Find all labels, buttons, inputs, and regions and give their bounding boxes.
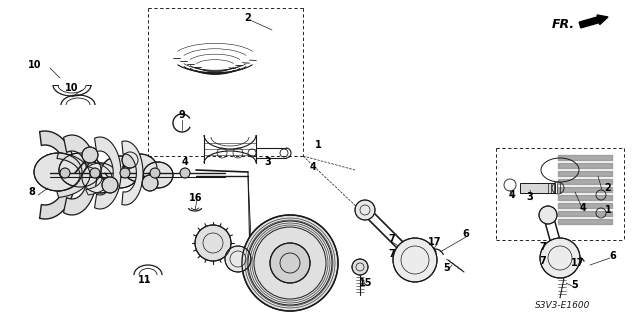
Text: 6: 6 — [610, 251, 616, 261]
Text: 3: 3 — [264, 157, 271, 167]
Text: S3V3-E1600: S3V3-E1600 — [535, 300, 590, 309]
Circle shape — [82, 147, 98, 163]
Text: 6: 6 — [463, 229, 469, 239]
Polygon shape — [86, 161, 112, 195]
Text: 1: 1 — [315, 140, 321, 150]
Circle shape — [195, 225, 231, 261]
Text: 2: 2 — [605, 183, 611, 193]
Circle shape — [355, 200, 375, 220]
Text: 5: 5 — [444, 263, 451, 273]
Ellipse shape — [59, 153, 101, 187]
FancyArrow shape — [579, 15, 608, 28]
Text: 9: 9 — [179, 110, 186, 120]
Text: 12: 12 — [211, 235, 225, 245]
Text: 17: 17 — [428, 237, 442, 247]
Text: FR.: FR. — [552, 19, 575, 32]
Text: 2: 2 — [244, 13, 252, 23]
Text: 4: 4 — [509, 190, 515, 200]
Text: 10: 10 — [65, 83, 79, 93]
Text: 13: 13 — [225, 257, 239, 267]
Circle shape — [180, 168, 190, 178]
Bar — [520, 183, 555, 193]
Circle shape — [225, 246, 251, 272]
Ellipse shape — [143, 162, 173, 188]
Circle shape — [120, 168, 130, 178]
Circle shape — [393, 238, 437, 282]
Text: 7: 7 — [388, 234, 396, 244]
Text: 11: 11 — [138, 275, 152, 285]
Text: 5: 5 — [572, 280, 579, 290]
Text: 1: 1 — [605, 205, 611, 215]
Text: 16: 16 — [189, 193, 203, 203]
Circle shape — [540, 238, 580, 278]
Polygon shape — [63, 135, 97, 215]
Circle shape — [122, 152, 138, 168]
Text: 7: 7 — [540, 256, 547, 266]
Circle shape — [142, 175, 158, 191]
Text: 4: 4 — [182, 157, 188, 167]
Circle shape — [270, 243, 310, 283]
Circle shape — [90, 168, 100, 178]
Circle shape — [352, 259, 368, 275]
Ellipse shape — [34, 153, 82, 191]
Text: 17: 17 — [572, 258, 585, 268]
Ellipse shape — [82, 163, 118, 193]
Text: 7: 7 — [388, 249, 396, 259]
Circle shape — [242, 215, 338, 311]
Ellipse shape — [123, 154, 157, 182]
Polygon shape — [57, 152, 90, 197]
Circle shape — [102, 177, 118, 193]
Circle shape — [539, 206, 557, 224]
Text: 7: 7 — [540, 242, 547, 252]
Text: 4: 4 — [580, 203, 586, 213]
Ellipse shape — [101, 156, 139, 188]
Polygon shape — [122, 141, 143, 205]
Polygon shape — [95, 137, 121, 209]
Text: 3: 3 — [527, 192, 533, 202]
Circle shape — [150, 168, 160, 178]
Text: 15: 15 — [359, 278, 372, 288]
Text: 4: 4 — [310, 162, 316, 172]
Text: 8: 8 — [29, 187, 35, 197]
Text: 14: 14 — [275, 285, 289, 295]
Text: 10: 10 — [28, 60, 42, 70]
Polygon shape — [40, 131, 76, 219]
Circle shape — [60, 168, 70, 178]
